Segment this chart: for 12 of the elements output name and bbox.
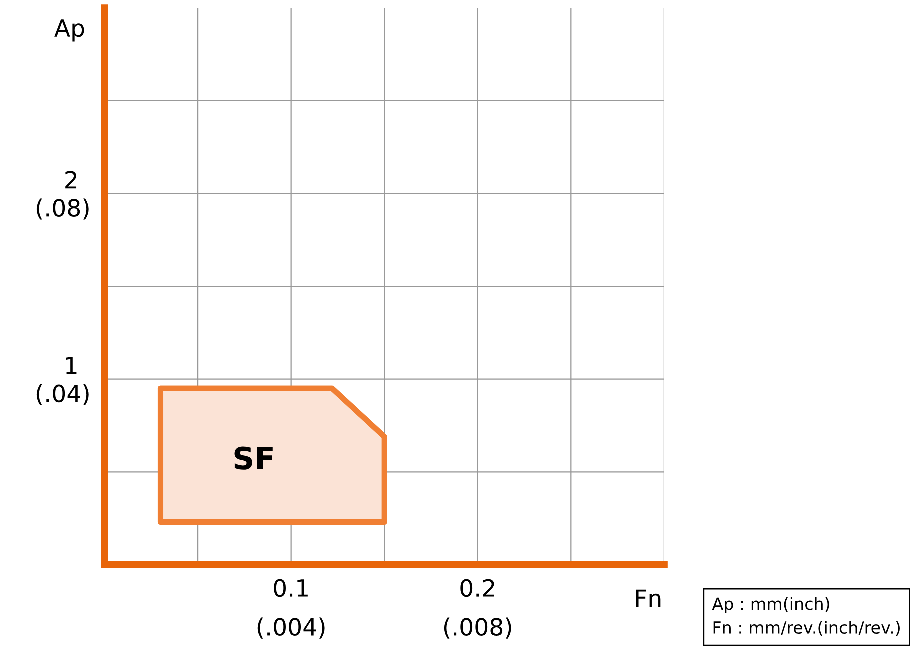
y2-tick-label: (.04) <box>36 384 89 406</box>
y-tick-label: 1 <box>66 357 77 374</box>
x-axis-title: Fn <box>636 590 661 608</box>
text: Ap : mm(inch) Fn : mm/rev.(inch/rev.) <box>712 597 900 636</box>
y-axis-title: Ap <box>54 20 84 42</box>
x2-tick-label: (.004) <box>258 618 325 639</box>
x-tick-label: 0.1 <box>274 579 308 598</box>
x2-tick-label: (.008) <box>444 618 512 639</box>
x-tick-label: 0.2 <box>460 579 494 598</box>
y2-tick-label: (.08) <box>36 198 89 220</box>
series-label: SF <box>234 446 273 470</box>
y-tick-label: 2 <box>66 171 77 189</box>
